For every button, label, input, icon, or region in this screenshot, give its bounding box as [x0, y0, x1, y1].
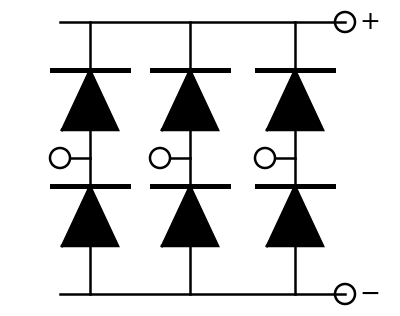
- Polygon shape: [267, 186, 323, 246]
- Polygon shape: [62, 186, 118, 246]
- Polygon shape: [62, 70, 118, 130]
- Text: −: −: [359, 282, 380, 306]
- Polygon shape: [162, 186, 218, 246]
- Polygon shape: [267, 70, 323, 130]
- Text: +: +: [359, 10, 380, 34]
- Polygon shape: [162, 70, 218, 130]
